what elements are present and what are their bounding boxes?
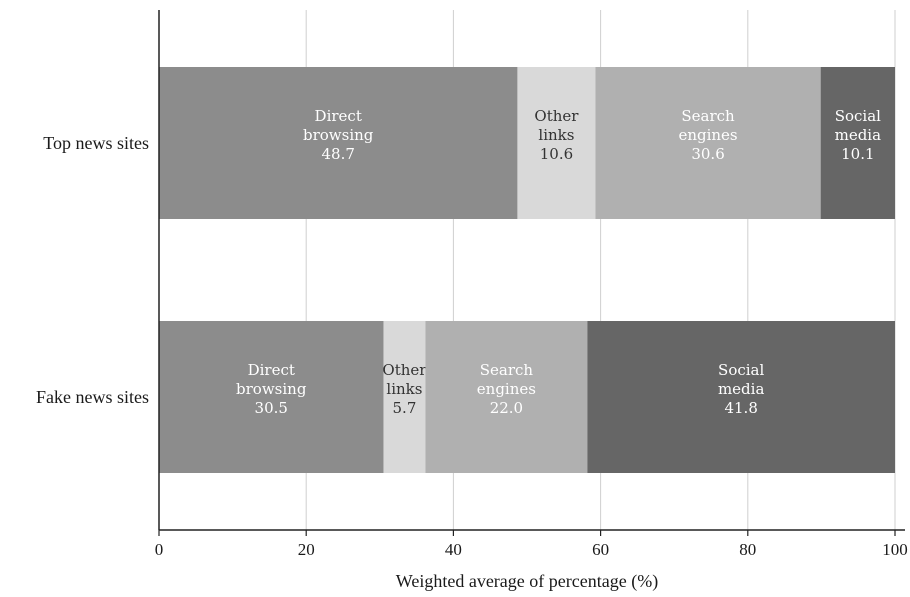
- bar-segment: [159, 321, 384, 473]
- x-tick-label: 100: [882, 540, 908, 559]
- bar-segment: [587, 321, 895, 473]
- x-ticks: 0 20 40 60 80 100: [155, 530, 908, 559]
- bar-group: Direct browsing 48.7 Other links 10.6 Search en…: [159, 67, 895, 219]
- bar-segment: [159, 67, 518, 219]
- category-labels: Top news sites Fake news sites: [36, 133, 149, 407]
- category-label: Top news sites: [43, 133, 149, 153]
- bar-segment: [517, 67, 596, 219]
- segment-label: Search engines 22.0: [477, 361, 536, 417]
- x-tick-label: 80: [739, 540, 756, 559]
- bar-group: Direct browsing 30.5 Other links 5.7 Search eng…: [159, 321, 895, 473]
- segment-label: Direct browsing 48.7: [303, 107, 374, 163]
- x-tick-label: 60: [592, 540, 609, 559]
- axes: [158, 10, 905, 531]
- segment-label: Other links 5.7: [382, 361, 427, 417]
- bar-segment: [595, 67, 821, 219]
- segment-label: Direct browsing 30.5: [236, 361, 307, 417]
- bars: Direct browsing 48.7 Other links 10.6 Search en…: [159, 67, 895, 473]
- x-tick-label: 40: [445, 540, 462, 559]
- category-label: Fake news sites: [36, 387, 149, 407]
- bar-segment: [425, 321, 588, 473]
- segment-label: Other links 10.6: [534, 107, 579, 163]
- x-tick-label: 20: [298, 540, 315, 559]
- x-axis-title: Weighted average of percentage (%): [396, 571, 658, 592]
- bar-segment: [383, 321, 426, 473]
- segment-label: Search engines 30.6: [678, 107, 737, 163]
- x-tick-label: 0: [155, 540, 164, 559]
- segment-label: Social media 10.1: [835, 107, 882, 163]
- bar-segment: [820, 67, 895, 219]
- segment-label: Social media 41.8: [718, 361, 765, 417]
